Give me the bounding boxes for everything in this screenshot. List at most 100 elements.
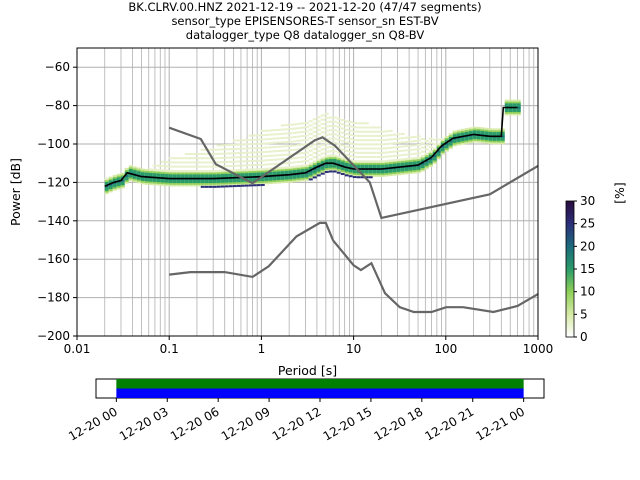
heatmap-cell (376, 174, 381, 177)
heatmap-cell (212, 184, 217, 187)
heatmap-cell (408, 159, 413, 162)
heatmap-cell (224, 152, 229, 155)
heatmap-cell (204, 179, 209, 182)
heatmap-cell (288, 180, 293, 183)
heatmap-cell (516, 109, 521, 112)
heatmap-cell (312, 168, 317, 171)
heatmap-cell (340, 161, 345, 164)
heatmap-cell (320, 114, 325, 117)
heatmap-cell (424, 155, 429, 158)
heatmap-cell (400, 162, 405, 165)
heatmap-cell (332, 129, 337, 132)
availability-tick-label: 12-20 12 (270, 404, 324, 443)
heatmap-cell (192, 179, 197, 182)
heatmap-cell (356, 130, 361, 133)
heatmap-cell (416, 160, 421, 163)
heatmap-cell (364, 160, 369, 163)
heatmap-cell (320, 156, 325, 159)
heatmap-cell (388, 129, 393, 132)
heatmap-cell (464, 129, 469, 132)
heatmap-cell (484, 127, 489, 130)
heatmap-cell (388, 163, 393, 166)
heatmap-cell (400, 158, 405, 161)
colorbar-tick-label: 25 (580, 217, 595, 231)
heatmap-cell (472, 140, 477, 143)
y-tick-label: −200 (37, 329, 70, 343)
heatmap-cell (380, 139, 385, 142)
heatmap-cell (280, 153, 285, 156)
heatmap-cell (340, 135, 345, 138)
heatmap-cell (336, 151, 341, 154)
heatmap-cell (188, 181, 193, 184)
heatmap-cell (288, 178, 293, 181)
heatmap-cell (168, 180, 173, 183)
heatmap-cell (324, 116, 329, 119)
heatmap-cell (332, 157, 337, 160)
heatmap-cell (372, 166, 377, 169)
heatmap-cell (376, 147, 381, 150)
heatmap-cell (360, 164, 365, 167)
heatmap-cell (404, 163, 409, 166)
heatmap-cell (312, 173, 317, 176)
x-tick-label: 0.1 (160, 342, 179, 356)
heatmap-cell (196, 172, 201, 175)
heatmap-cell (400, 149, 405, 152)
heatmap-cell (160, 173, 165, 176)
heatmap-cell (336, 166, 341, 169)
heatmap-cell (300, 164, 305, 167)
y-tick-label: −120 (37, 175, 70, 189)
heatmap-cell (464, 128, 469, 131)
heatmap-cell (252, 134, 257, 137)
heatmap-cell (408, 161, 413, 164)
heatmap-cell (300, 122, 305, 125)
heatmap-cell (184, 182, 189, 185)
heatmap-cell (160, 165, 165, 168)
heatmap-cell (184, 161, 189, 164)
heatmap-cell (352, 171, 357, 174)
heatmap-cell (324, 146, 329, 149)
heatmap-cell (188, 184, 193, 187)
heatmap-cell (264, 167, 269, 170)
heatmap-cell (136, 181, 141, 184)
heatmap-cell (468, 127, 473, 130)
heatmap-cell (368, 126, 373, 129)
heatmap-cell (204, 175, 209, 178)
heatmap-cell (228, 175, 233, 178)
heatmap-cell (440, 145, 445, 148)
heatmap-cell (116, 184, 121, 187)
heatmap-cell (324, 170, 329, 173)
heatmap-cell (276, 172, 281, 175)
heatmap-cell (512, 111, 517, 114)
heatmap-cell (244, 172, 249, 175)
heatmap-cell (180, 161, 185, 164)
heatmap-cell (340, 168, 345, 171)
heatmap-cell (204, 185, 209, 188)
heatmap-cell (252, 159, 257, 162)
heatmap-cell (288, 153, 293, 156)
heatmap-cell (376, 130, 381, 133)
heatmap-cell (404, 140, 409, 143)
heatmap-cell (360, 130, 365, 133)
heatmap-cell (496, 131, 501, 134)
heatmap-cell (248, 170, 253, 173)
heatmap-cell (188, 175, 193, 178)
heatmap-cell (396, 173, 401, 176)
heatmap-cell (236, 171, 241, 174)
heatmap-cell (320, 166, 325, 169)
heatmap-cell (440, 151, 445, 154)
heatmap-cell (372, 143, 377, 146)
heatmap-cell (252, 177, 257, 180)
heatmap-cell (272, 141, 277, 144)
heatmap-cell (324, 112, 329, 115)
heatmap-cell (404, 168, 409, 171)
heatmap-cell (320, 164, 325, 167)
heatmap-cell (332, 165, 337, 168)
heatmap-cell (272, 133, 277, 136)
heatmap-cell (364, 174, 369, 177)
heatmap-cell (164, 180, 169, 183)
heatmap-cell (292, 131, 297, 134)
heatmap-cell (300, 130, 305, 133)
heatmap-cell (192, 157, 197, 160)
heatmap-cell (512, 104, 517, 107)
heatmap-cell (304, 134, 309, 137)
